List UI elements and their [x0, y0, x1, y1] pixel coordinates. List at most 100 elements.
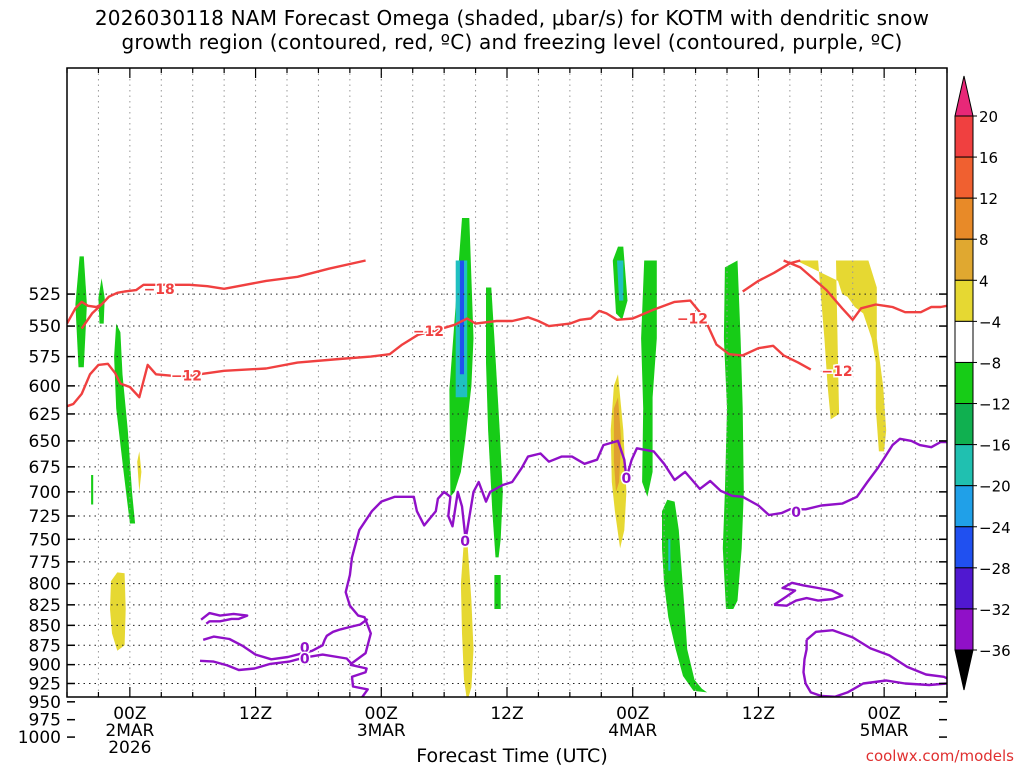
x-tick-label-6-0: 00Z — [868, 704, 901, 724]
contour-label-4: −12 — [821, 364, 852, 380]
omega-region-17 — [460, 539, 474, 697]
omega-region-10 — [722, 260, 744, 609]
colorbar-band-9 — [954, 485, 974, 528]
colorbar-band-8 — [954, 444, 974, 487]
y-tick-label: 825 — [29, 596, 61, 616]
y-tick-label: 900 — [29, 656, 61, 676]
contour-10 — [805, 629, 947, 680]
colorbar-band-3 — [954, 238, 974, 281]
y-tick-label: 550 — [29, 317, 61, 337]
colorbar-label-11: −28 — [979, 560, 1011, 578]
colorbar-label-12: −32 — [979, 601, 1011, 619]
x-tick-label-5-0: 12Z — [742, 704, 775, 724]
contour-7 — [200, 611, 249, 625]
colorbar-band-2 — [954, 197, 974, 240]
contour-8 — [202, 617, 369, 661]
contour-1 — [67, 300, 103, 325]
colorbar-band-0 — [954, 115, 974, 158]
contour-label-0: −18 — [144, 282, 175, 298]
colorbar-label-2: 12 — [979, 190, 998, 208]
colorbar-label-0: 20 — [979, 108, 998, 126]
omega-region-20 — [613, 397, 622, 492]
contour-label-8: 0 — [622, 471, 632, 487]
contour-label-7: 0 — [460, 534, 470, 550]
x-tick-label-4-1: 4MAR — [608, 721, 657, 741]
y-tick-label: 875 — [29, 636, 61, 656]
contour-label-3: −12 — [677, 312, 708, 328]
colorbar-label-5: −4 — [979, 313, 1001, 331]
omega-region-6 — [494, 575, 501, 609]
y-tick-label: 575 — [29, 348, 61, 368]
colorbar-arrow-bottom — [954, 649, 974, 691]
contour-9 — [199, 653, 352, 672]
omega-region-9 — [662, 499, 708, 693]
omega-region-3 — [91, 475, 94, 505]
y-tick-label: 625 — [29, 405, 61, 425]
contour-5 — [344, 437, 947, 666]
colorbar-band-12 — [954, 608, 974, 651]
colorbar-label-4: 4 — [979, 272, 989, 290]
omega-region-1 — [98, 278, 105, 324]
y-tick-label: 950 — [29, 693, 61, 713]
credit-link[interactable]: coolwx.com/models — [865, 747, 1014, 765]
x-tick-label-1-0: 12Z — [239, 704, 272, 724]
colorbar-band-11 — [954, 567, 974, 610]
x-tick-label-0-2: 2026 — [108, 738, 151, 758]
colorbar: 20 16 12 8 4 −4 −8 −12 −16 −20 −24 −28 −32 −36 — [954, 75, 1011, 691]
gridlines — [67, 68, 947, 697]
omega-region-15 — [110, 572, 126, 651]
contour-label-6: 0 — [300, 652, 310, 668]
contour-6 — [349, 663, 369, 697]
omega-region-8 — [641, 260, 657, 497]
x-axis-title: Forecast Time (UTC) — [416, 745, 608, 767]
contour-label-1: −12 — [171, 368, 202, 384]
colorbar-band-10 — [954, 526, 974, 569]
x-tick-label-0-0: 00Z — [113, 704, 146, 724]
contour-2 — [80, 259, 366, 330]
colorbar-label-9: −20 — [979, 478, 1011, 496]
colorbar-label-8: −16 — [979, 437, 1011, 455]
colorbar-band-7 — [954, 403, 974, 446]
contour-4 — [783, 259, 947, 321]
x-tick-label-6-1: 5MAR — [860, 721, 909, 741]
y-tick-label: 800 — [29, 575, 61, 595]
colorbar-label-1: 16 — [979, 149, 998, 167]
contour-label-5: 0 — [300, 641, 310, 657]
omega-region-2 — [114, 323, 136, 524]
colorbar-band-4 — [954, 279, 974, 322]
y-tick-label: 1000 — [18, 728, 61, 748]
x-tick-label-2-1: 3MAR — [357, 721, 406, 741]
colorbar-arrow-top — [954, 75, 974, 117]
colorbar-band-1 — [954, 156, 974, 199]
y-tick-label: 775 — [29, 553, 61, 573]
y-tick-label: 975 — [29, 711, 61, 731]
colorbar-band-6 — [954, 361, 974, 405]
omega-region-14 — [459, 260, 464, 375]
contour-12 — [773, 581, 844, 607]
x-tick-label-4-0: 00Z — [616, 704, 649, 724]
omega-region-11 — [617, 260, 624, 301]
omega-region-13 — [668, 539, 671, 571]
omega-region-16 — [137, 451, 142, 492]
y-tick-label: 925 — [29, 674, 61, 694]
omega-region-5 — [486, 287, 503, 558]
y-tick-label: 850 — [29, 616, 61, 636]
y-tick-label: 725 — [29, 507, 61, 527]
x-tick-label-3-0: 12Z — [490, 704, 523, 724]
y-tick-label: 700 — [29, 483, 61, 503]
x-tick-label-2-0: 00Z — [365, 704, 398, 724]
plot-area: −18−12−12−12−120000052555057560062565067… — [18, 67, 948, 758]
y-tick-label: 525 — [29, 285, 61, 305]
y-tick-label: 675 — [29, 458, 61, 478]
colorbar-label-3: 8 — [979, 231, 989, 249]
y-tick-label: 600 — [29, 377, 61, 397]
contour-label-9: 0 — [791, 505, 801, 521]
chart-title: 2026030118 NAM Forecast Omega (shaded, μ… — [94, 6, 930, 54]
colorbar-label-10: −24 — [979, 519, 1011, 537]
colorbar-band-5 — [954, 320, 974, 363]
contour-label-2: −12 — [413, 324, 444, 340]
omega-region-0 — [75, 256, 87, 368]
y-tick-label: 650 — [29, 432, 61, 452]
